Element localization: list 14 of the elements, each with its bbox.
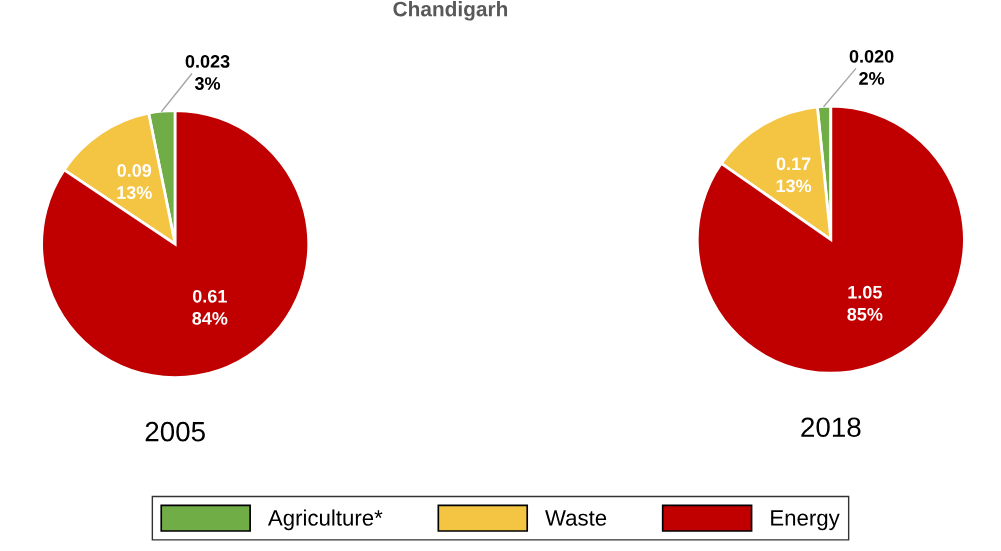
text: 2018	[801, 417, 861, 438]
pie-slice	[695, 104, 966, 375]
data-label: 1.05 85%	[847, 285, 883, 321]
pie-slice	[40, 109, 311, 380]
legend-label: Waste	[545, 510, 607, 526]
text: 2005	[145, 421, 205, 442]
legend-label: Energy	[771, 510, 840, 531]
data-label: 0.61 84%	[192, 289, 228, 325]
legend-label: Agriculture*	[267, 509, 383, 531]
data-label: 0.09 13%	[117, 164, 152, 199]
data-label: 0.17 13%	[776, 157, 812, 193]
data-label: 0.023 3%	[185, 55, 230, 90]
data-label: 0.020 2%	[849, 49, 894, 85]
text: Chandigarh	[393, 1, 508, 21]
